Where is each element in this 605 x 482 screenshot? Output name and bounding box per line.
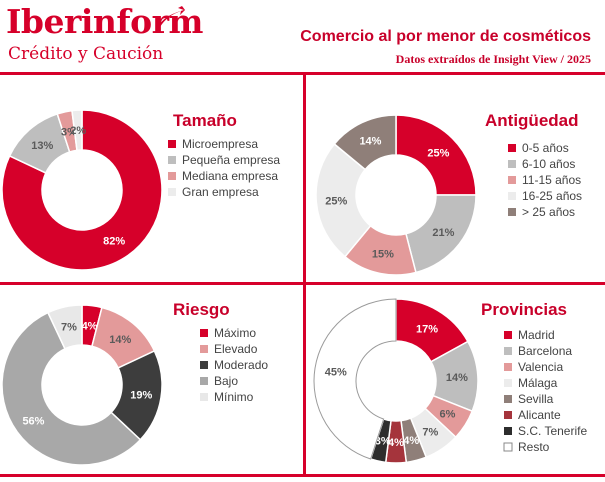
legend-label-provincias-8: Resto [518,440,550,454]
legend-label-antiguedad-5: > 25 años [522,205,575,219]
slice-label-provincias-2: 14% [446,372,468,384]
legend-label-provincias-6: Alicante [518,408,561,422]
legend-swatch-provincias-8 [503,442,513,452]
legend-swatch-riesgo-4 [200,377,208,385]
legend-swatch-riesgo-2 [200,345,208,353]
page-title: Comercio al por menor de cosméticos [300,28,591,45]
legend-label-provincias-2: Barcelona [518,344,572,358]
legend-swatch-provincias-4 [504,379,512,387]
legend-swatch-tamano-1 [168,140,176,148]
legend-label-antiguedad-1: 0-5 años [522,141,569,155]
legend-swatch-provincias-3 [504,363,512,371]
legend-label-antiguedad-4: 16-25 años [522,189,582,203]
slice-label-riesgo-1: 4% [82,320,98,332]
chart-title-antiguedad: Antigüedad [485,111,579,130]
slice-label-provincias-3: 6% [440,409,456,421]
legend-swatch-tamano-4 [168,188,176,196]
slice-riesgo-4 [1,311,142,466]
slice-antiguedad-5 [333,114,397,171]
slice-label-antiguedad-5: 14% [359,136,381,148]
legend-label-provincias-5: Sevilla [518,392,554,406]
legend-label-riesgo-2: Elevado [214,342,258,356]
legend-label-provincias-7: S.C. Tenerife [518,424,587,438]
legend-label-riesgo-1: Máximo [214,326,256,340]
slice-label-riesgo-5: 7% [61,321,77,333]
slice-label-antiguedad-2: 21% [432,227,454,239]
slice-riesgo-5 [46,304,83,350]
legend-label-antiguedad-3: 11-15 años [522,173,581,187]
slice-antiguedad-4 [315,142,372,258]
legend-label-tamano-1: Microempresa [182,137,258,151]
chart-title-riesgo: Riesgo [173,300,230,319]
legend-label-provincias-1: Madrid [518,328,555,342]
legend-swatch-provincias-7 [504,427,512,435]
slice-label-provincias-6: 4% [388,437,404,449]
legend-swatch-antiguedad-2 [508,160,516,168]
brand-logo: Iberinform [6,2,203,41]
slice-label-provincias-4: 7% [422,426,438,438]
legend-label-riesgo-4: Bajo [214,374,238,388]
legend-swatch-antiguedad-4 [508,192,516,200]
legend-swatch-provincias-1 [504,331,512,339]
slice-tamano-4 [71,109,83,152]
legend-label-tamano-2: Pequeña empresa [182,153,280,167]
legend-swatch-provincias-2 [504,347,512,355]
legend-swatch-antiguedad-5 [508,208,516,216]
legend-label-riesgo-3: Moderado [214,358,268,372]
slice-label-antiguedad-4: 25% [325,196,347,208]
legend-label-riesgo-5: Mínimo [214,390,254,404]
legend-label-provincias-4: Málaga [518,376,558,390]
legend-swatch-provincias-6 [504,411,512,419]
slice-label-riesgo-4: 56% [22,415,44,427]
legend-swatch-tamano-2 [168,156,176,164]
legend-label-provincias-3: Valencia [518,360,563,374]
slice-label-riesgo-3: 19% [130,389,152,401]
logo-swoosh-icon [158,6,185,27]
slice-label-antiguedad-3: 15% [372,249,394,261]
slice-label-tamano-1: 82% [103,236,125,248]
brand-tagline: Crédito y Caución [8,44,164,64]
slice-label-provincias-7: 3% [375,436,391,448]
bottom-divider [0,474,605,477]
legend-swatch-riesgo-3 [200,361,208,369]
legend-swatch-antiguedad-1 [508,144,516,152]
chart-title-provincias: Provincias [481,300,567,319]
page-subtitle: Datos extraídos de Insight View / 2025 [395,52,591,66]
legend-swatch-antiguedad-3 [508,176,516,184]
slice-antiguedad-1 [395,114,477,196]
slice-label-riesgo-2: 14% [109,334,131,346]
legend-label-antiguedad-2: 6-10 años [522,157,575,171]
legend-swatch-riesgo-1 [200,329,208,337]
vertical-divider [303,75,306,477]
slice-label-antiguedad-1: 25% [427,148,449,160]
slice-label-tamano-3: 3% [61,126,77,138]
slice-label-tamano-2: 13% [31,140,53,152]
middle-divider [0,282,605,285]
slice-label-provincias-1: 17% [416,323,438,335]
top-divider [0,72,605,75]
slice-tamano-1 [1,109,163,271]
slice-label-provincias-5: 4% [403,435,419,447]
legend-swatch-riesgo-5 [200,393,208,401]
chart-title-tamano: Tamaño [173,111,237,130]
slice-label-provincias-8: 45% [325,366,347,378]
legend-swatch-provincias-5 [504,395,512,403]
legend-label-tamano-4: Gran empresa [182,185,259,199]
slice-label-tamano-4: 2% [70,125,86,137]
legend-swatch-tamano-3 [168,172,176,180]
slice-provincias-8 [313,298,397,460]
legend-label-tamano-3: Mediana empresa [182,169,278,183]
